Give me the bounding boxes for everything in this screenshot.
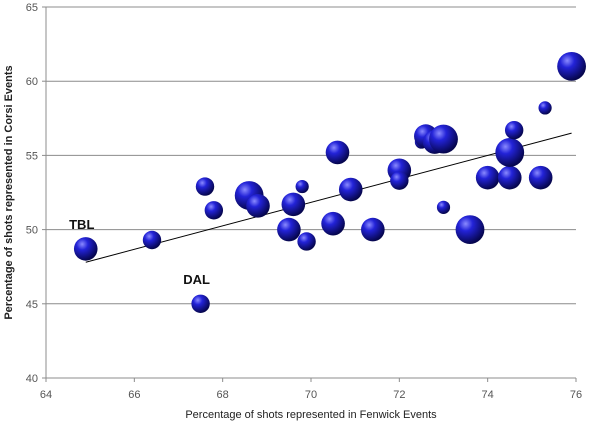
data-point	[142, 230, 162, 250]
x-tick-label: 74	[482, 389, 494, 401]
data-point	[436, 200, 451, 214]
data-point	[191, 294, 210, 313]
x-axis-title: Percentage of shots represented in Fenwi…	[185, 409, 437, 421]
point-label: TBL	[69, 217, 94, 232]
data-point	[557, 51, 586, 81]
x-tick-label: 66	[128, 389, 140, 401]
data-point	[495, 138, 525, 167]
gridlines	[46, 6, 576, 305]
y-tick-label: 55	[26, 150, 38, 162]
data-point	[281, 192, 306, 217]
x-tick-label: 68	[217, 389, 229, 401]
x-tick-label: 64	[40, 389, 52, 401]
x-tick-label: 76	[570, 389, 582, 401]
y-tick-label: 60	[26, 76, 38, 88]
data-point	[475, 165, 500, 190]
data-points	[73, 51, 586, 313]
data-point	[429, 124, 458, 154]
data-point	[325, 140, 350, 165]
data-point	[361, 217, 385, 242]
y-tick-label: 40	[26, 373, 38, 385]
data-point	[504, 120, 524, 140]
trendline	[85, 132, 572, 263]
point-annotations: TBL DAL	[69, 217, 210, 287]
data-point	[338, 177, 363, 202]
data-point	[390, 171, 409, 190]
y-axis-title: Percentage of shots represented in Corsi…	[3, 65, 15, 319]
x-tick-label: 72	[393, 389, 405, 401]
data-point	[295, 179, 309, 194]
y-tick-label: 45	[26, 299, 38, 311]
data-point	[297, 232, 316, 251]
x-tick-label: 70	[305, 389, 317, 401]
y-tick-label: 65	[26, 2, 38, 14]
data-point	[497, 165, 522, 190]
data-point	[204, 201, 224, 220]
y-tick-label: 50	[26, 225, 38, 237]
data-point	[246, 194, 270, 218]
trendline-segment	[85, 132, 572, 263]
data-point	[455, 215, 485, 245]
point-label: DAL	[183, 272, 210, 287]
data-point	[528, 165, 553, 190]
data-point	[73, 237, 98, 261]
data-point	[277, 217, 301, 242]
data-point	[195, 177, 215, 196]
axes: 40 45 50 55 60 65 64 66 68 70 72 74 76	[26, 2, 582, 401]
data-point	[321, 211, 345, 236]
data-point	[538, 101, 552, 115]
